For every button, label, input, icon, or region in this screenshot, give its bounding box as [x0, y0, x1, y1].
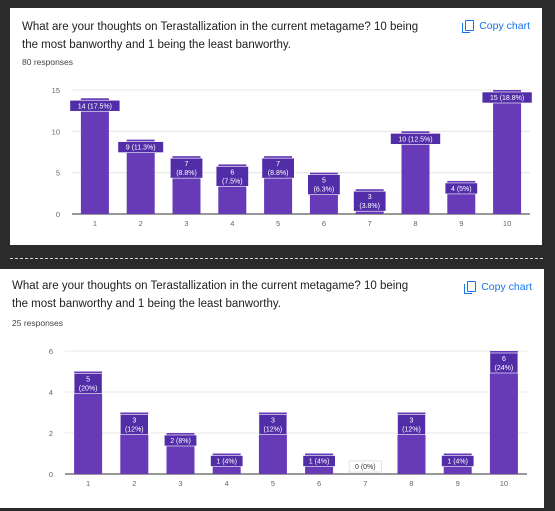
data-label-text: (8.8%) — [176, 170, 197, 177]
data-label-text: (12%) — [402, 427, 421, 434]
data-label: 7 (8.8%) — [170, 157, 204, 179]
x-tick-label: 10 — [500, 479, 508, 488]
bar-1[interactable] — [80, 98, 109, 214]
data-label-text: 6 — [230, 169, 234, 176]
data-label-text: 3 — [132, 418, 136, 425]
bar-10[interactable] — [493, 90, 522, 214]
data-label-text: 5 — [322, 178, 326, 185]
x-tick-label: 3 — [184, 219, 188, 228]
x-tick-label: 7 — [368, 219, 372, 228]
data-label: 10 (12.5%) — [390, 133, 441, 145]
data-label: 3 (12%) — [120, 414, 149, 435]
y-tick-label: 4 — [49, 388, 53, 397]
data-label-text: 3 — [271, 418, 275, 425]
y-tick-label: 5 — [56, 169, 60, 178]
data-label-text: 3 — [368, 194, 372, 201]
data-label-text: (12%) — [125, 427, 144, 434]
chart-panel-2: What are your thoughts on Terastallizati… — [0, 269, 544, 508]
data-label-text: (8.8%) — [268, 170, 289, 177]
data-label-text: 7 — [276, 161, 280, 168]
panel-divider — [10, 258, 543, 259]
x-tick-label: 5 — [271, 479, 275, 488]
response-count: 25 responses — [12, 318, 64, 328]
copy-icon — [464, 280, 477, 294]
data-label-text: 14 (17.5%) — [78, 103, 112, 110]
data-label-text: 3 — [410, 418, 414, 425]
x-tick-label: 2 — [139, 219, 143, 228]
data-label-text: 0 (0%) — [355, 464, 376, 471]
x-tick-label: 4 — [225, 479, 229, 488]
y-tick-label: 0 — [56, 210, 60, 219]
y-tick-label: 15 — [52, 86, 60, 95]
question-title: What are your thoughts on Terastallizati… — [22, 21, 419, 51]
copy-chart-button[interactable]: Copy chart — [464, 279, 532, 295]
bar-chart-2: 0 2 4 6 1 5 (20%) 2 3 (12%) 3 2 (8%) 4 1 (4%) 5 3 (12%) 6… — [49, 347, 527, 488]
x-tick-label: 6 — [317, 479, 321, 488]
x-tick-label: 7 — [363, 479, 367, 488]
data-label-text: 5 — [86, 377, 90, 384]
data-label-text: 10 (12.5%) — [398, 136, 432, 143]
data-label-text: 7 — [185, 161, 189, 168]
data-label-text: 9 (11.3%) — [126, 145, 156, 152]
x-tick-label: 3 — [178, 479, 182, 488]
data-label: 3 (12%) — [258, 414, 288, 435]
data-label-text: (20%) — [79, 386, 98, 393]
data-label: 6 (24%) — [489, 352, 519, 374]
y-tick-label: 6 — [49, 347, 53, 356]
x-tick-label: 1 — [93, 219, 97, 228]
data-label: 2 (8%) — [164, 434, 198, 447]
y-tick-label: 0 — [49, 470, 53, 479]
x-tick-label: 10 — [503, 219, 511, 228]
x-tick-label: 9 — [456, 479, 460, 488]
data-label-text: 1 (4%) — [447, 459, 468, 466]
data-label-text: 6 — [502, 356, 506, 363]
data-label: 1 (4%) — [302, 455, 336, 467]
data-label: 14 (17.5%) — [69, 99, 121, 112]
chart-panel-1: What are your thoughts on Terastallizati… — [10, 8, 542, 245]
x-tick-label: 8 — [409, 479, 413, 488]
data-label-text: (24%) — [495, 365, 514, 372]
data-label-text: 2 (8%) — [170, 438, 191, 445]
bar-8[interactable] — [401, 131, 430, 214]
x-tick-label: 6 — [322, 219, 326, 228]
copy-chart-label: Copy chart — [479, 20, 530, 32]
response-count: 80 responses — [22, 57, 74, 67]
data-label: 6 (7.5%) — [215, 166, 249, 187]
data-label: 7 (8.8%) — [261, 157, 295, 179]
question-title: What are your thoughts on Terastallizati… — [12, 280, 409, 310]
copy-chart-label: Copy chart — [481, 281, 532, 293]
copy-chart-button[interactable]: Copy chart — [462, 18, 530, 34]
copy-icon — [462, 19, 475, 33]
data-label: 5 (20%) — [73, 373, 103, 394]
data-label-text: (6.3%) — [314, 187, 335, 194]
x-tick-label: 4 — [230, 219, 234, 228]
data-label-text: (7.5%) — [222, 178, 243, 185]
x-tick-label: 8 — [413, 219, 417, 228]
y-tick-label: 10 — [52, 127, 60, 136]
data-label: 5 (6.3%) — [307, 174, 341, 195]
x-tick-label: 2 — [132, 479, 136, 488]
data-label-text: 15 (18.8%) — [490, 95, 524, 102]
data-label: 3 (12%) — [397, 414, 426, 435]
data-label-text: (3.8%) — [359, 203, 380, 210]
data-label: 15 (18.8%) — [481, 91, 533, 104]
data-label: 0 (0%) — [348, 460, 382, 473]
x-tick-label: 5 — [276, 219, 280, 228]
data-label: 1 (4%) — [441, 455, 475, 467]
data-label: 9 (11.3%) — [117, 141, 164, 153]
data-label: 1 (4%) — [210, 455, 244, 467]
data-label-text: 1 (4%) — [216, 459, 237, 466]
x-tick-label: 9 — [459, 219, 463, 228]
data-label-text: 1 (4%) — [309, 459, 330, 466]
data-label-text: 4 (5%) — [451, 186, 472, 193]
data-label-text: (12%) — [264, 427, 283, 434]
y-tick-label: 2 — [49, 429, 53, 438]
data-label: 4 (5%) — [444, 182, 478, 195]
data-label: 3 (3.8%) — [353, 190, 387, 212]
x-tick-label: 1 — [86, 479, 90, 488]
bar-chart-1: 0 5 10 15 1 14 (17.5%) 2 9 (11.3%) 3 7 (8.8%) 4 6 (7.… — [52, 86, 533, 228]
